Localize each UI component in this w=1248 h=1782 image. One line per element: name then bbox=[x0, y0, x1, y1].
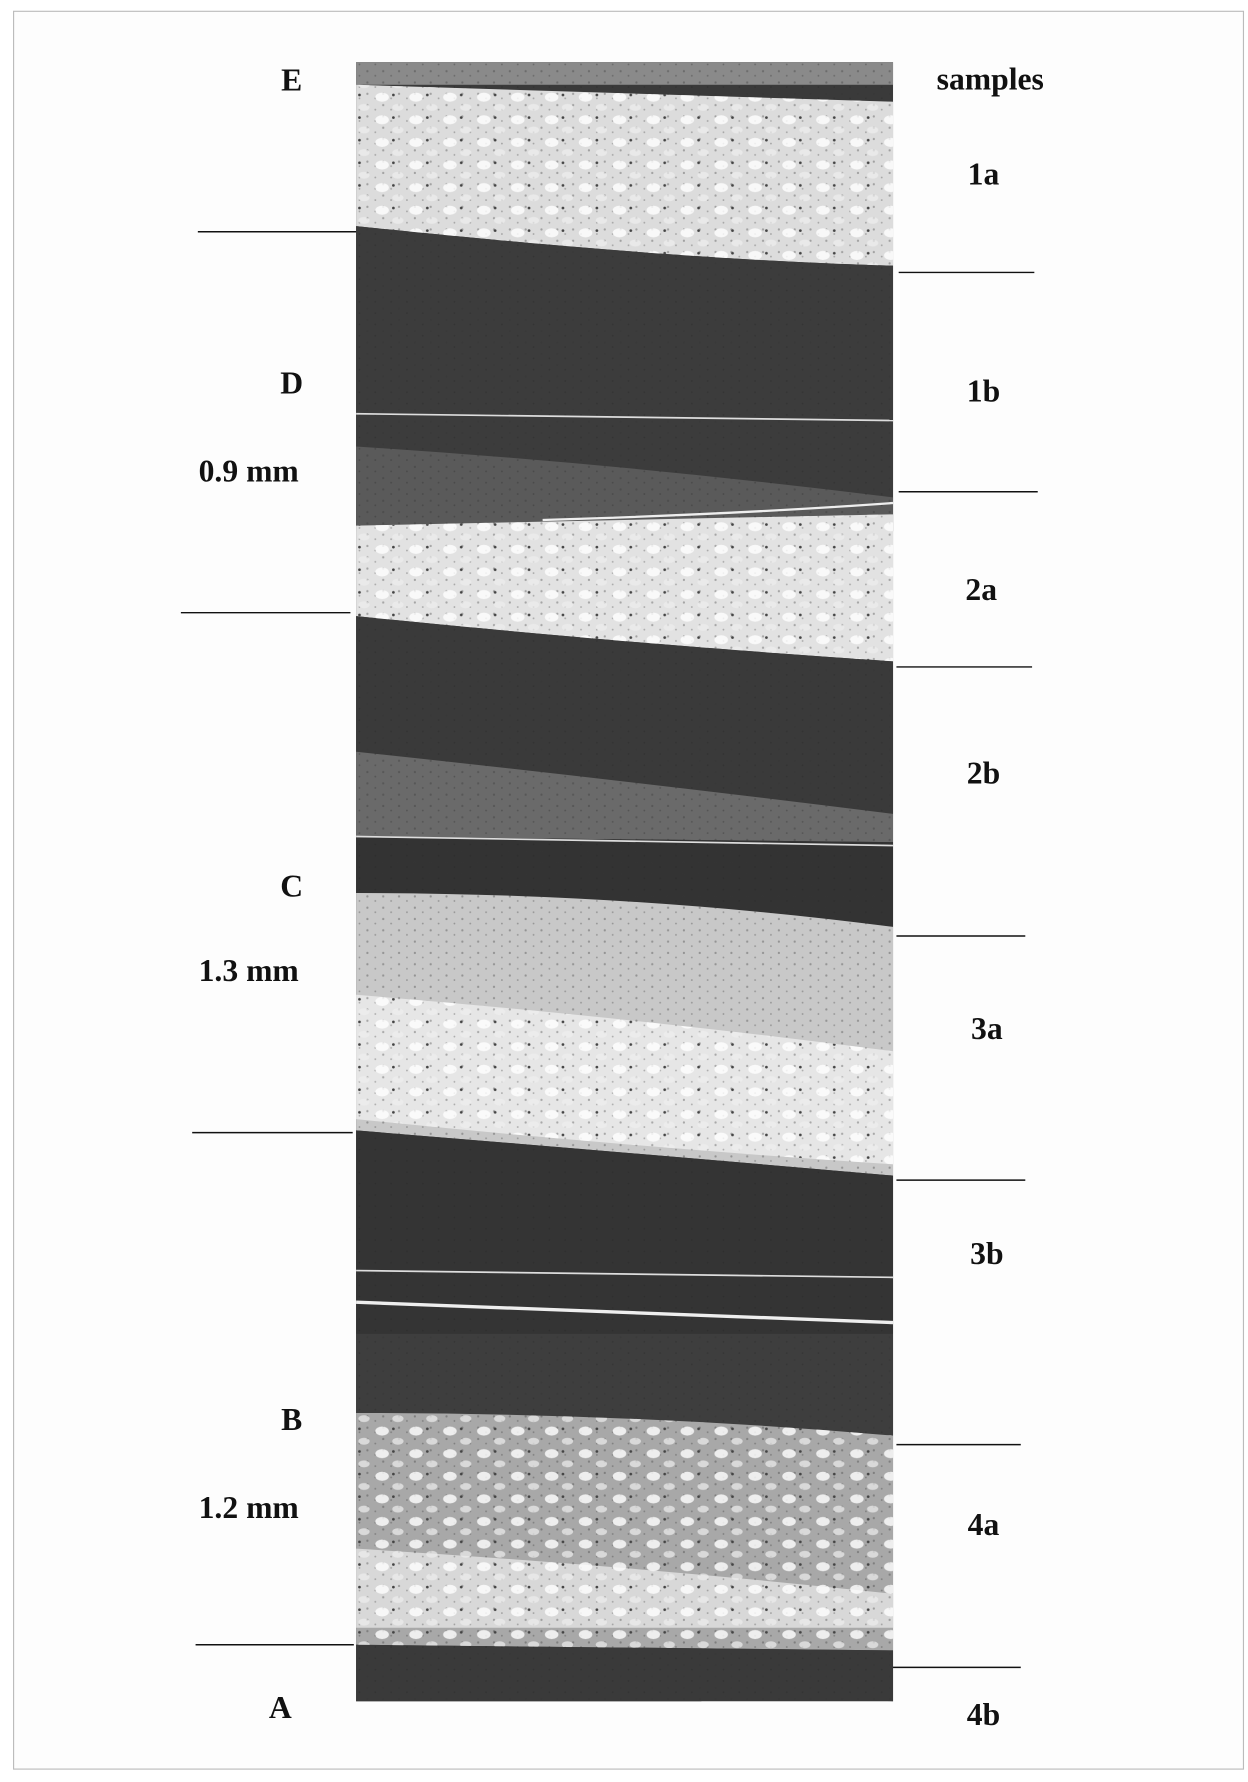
sample-label: 2b bbox=[967, 755, 1000, 790]
sample-label: 1a bbox=[968, 156, 1000, 191]
page: {"figure": { "left_labels": ["E", "D", "… bbox=[0, 0, 1248, 1777]
zone-label: A bbox=[269, 1690, 292, 1725]
sample-label: 3a bbox=[971, 1011, 1003, 1046]
sample-label: 2a bbox=[965, 572, 997, 607]
thickness-label: 1.3 mm bbox=[199, 953, 299, 988]
thin-section bbox=[356, 62, 893, 1701]
sample-label: 3b bbox=[970, 1236, 1003, 1271]
figure: E D 0.9 mm C 1.3 mm B 1.2 mm A samples 1… bbox=[0, 0, 1248, 1777]
sample-label: 4a bbox=[968, 1507, 1000, 1542]
samples-title: samples bbox=[937, 61, 1044, 96]
zone-label: D bbox=[280, 365, 303, 400]
thickness-label: 1.2 mm bbox=[199, 1490, 299, 1525]
zone-label: B bbox=[281, 1402, 302, 1437]
thickness-label: 0.9 mm bbox=[199, 454, 299, 489]
sample-label: 1b bbox=[967, 373, 1000, 408]
zone-label: E bbox=[281, 62, 302, 97]
zone-label: C bbox=[280, 868, 303, 903]
sample-label: 4b bbox=[967, 1697, 1000, 1732]
